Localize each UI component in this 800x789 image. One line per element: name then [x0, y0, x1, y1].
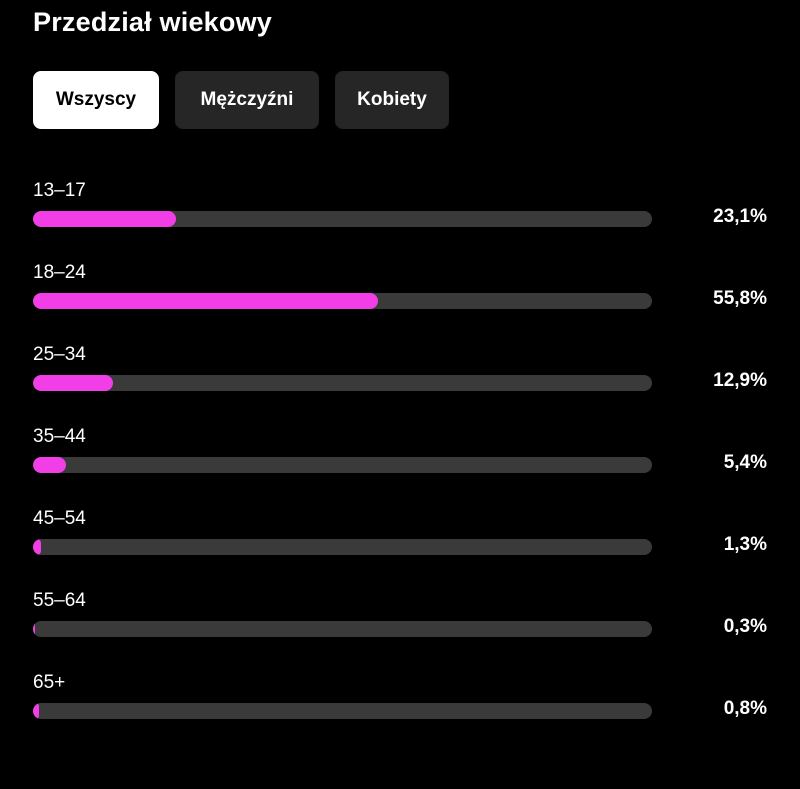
percentage-value: 23,1%	[713, 206, 767, 227]
tab-all[interactable]: Wszyscy	[33, 71, 159, 129]
progress-fill	[33, 621, 35, 637]
age-row-45-54: 45–54 1,3%	[0, 508, 800, 568]
progress-fill	[33, 293, 379, 309]
progress-track	[33, 621, 652, 637]
age-range-label: 25–34	[33, 344, 86, 365]
progress-track	[33, 211, 652, 227]
progress-fill	[33, 539, 42, 555]
age-row-13-17: 13–17 23,1%	[0, 180, 800, 240]
age-range-label: 65+	[33, 672, 66, 693]
progress-fill	[33, 457, 67, 473]
age-range-label: 55–64	[33, 590, 86, 611]
progress-fill	[33, 375, 113, 391]
progress-track	[33, 375, 652, 391]
progress-track	[33, 703, 652, 719]
percentage-value: 1,3%	[723, 534, 767, 555]
tab-women[interactable]: Kobiety	[335, 71, 449, 129]
percentage-value: 0,8%	[723, 698, 767, 719]
progress-track	[33, 457, 652, 473]
age-row-25-34: 25–34 12,9%	[0, 344, 800, 404]
progress-fill	[33, 703, 39, 719]
progress-track	[33, 539, 652, 555]
page-title: Przedział wiekowy	[33, 7, 272, 37]
age-row-18-24: 18–24 55,8%	[0, 262, 800, 322]
age-range-label: 45–54	[33, 508, 86, 529]
age-row-55-64: 55–64 0,3%	[0, 590, 800, 650]
progress-track	[33, 293, 652, 309]
percentage-value: 5,4%	[723, 452, 767, 473]
progress-fill	[33, 211, 176, 227]
age-range-label: 35–44	[33, 426, 86, 447]
percentage-value: 0,3%	[723, 616, 767, 637]
age-row-35-44: 35–44 5,4%	[0, 426, 800, 486]
tab-men[interactable]: Mężczyźni	[175, 71, 319, 129]
age-row-65-plus: 65+ 0,8%	[0, 672, 800, 732]
percentage-value: 12,9%	[713, 370, 767, 391]
percentage-value: 55,8%	[713, 288, 767, 309]
age-range-label: 18–24	[33, 262, 86, 283]
age-range-label: 13–17	[33, 180, 86, 201]
